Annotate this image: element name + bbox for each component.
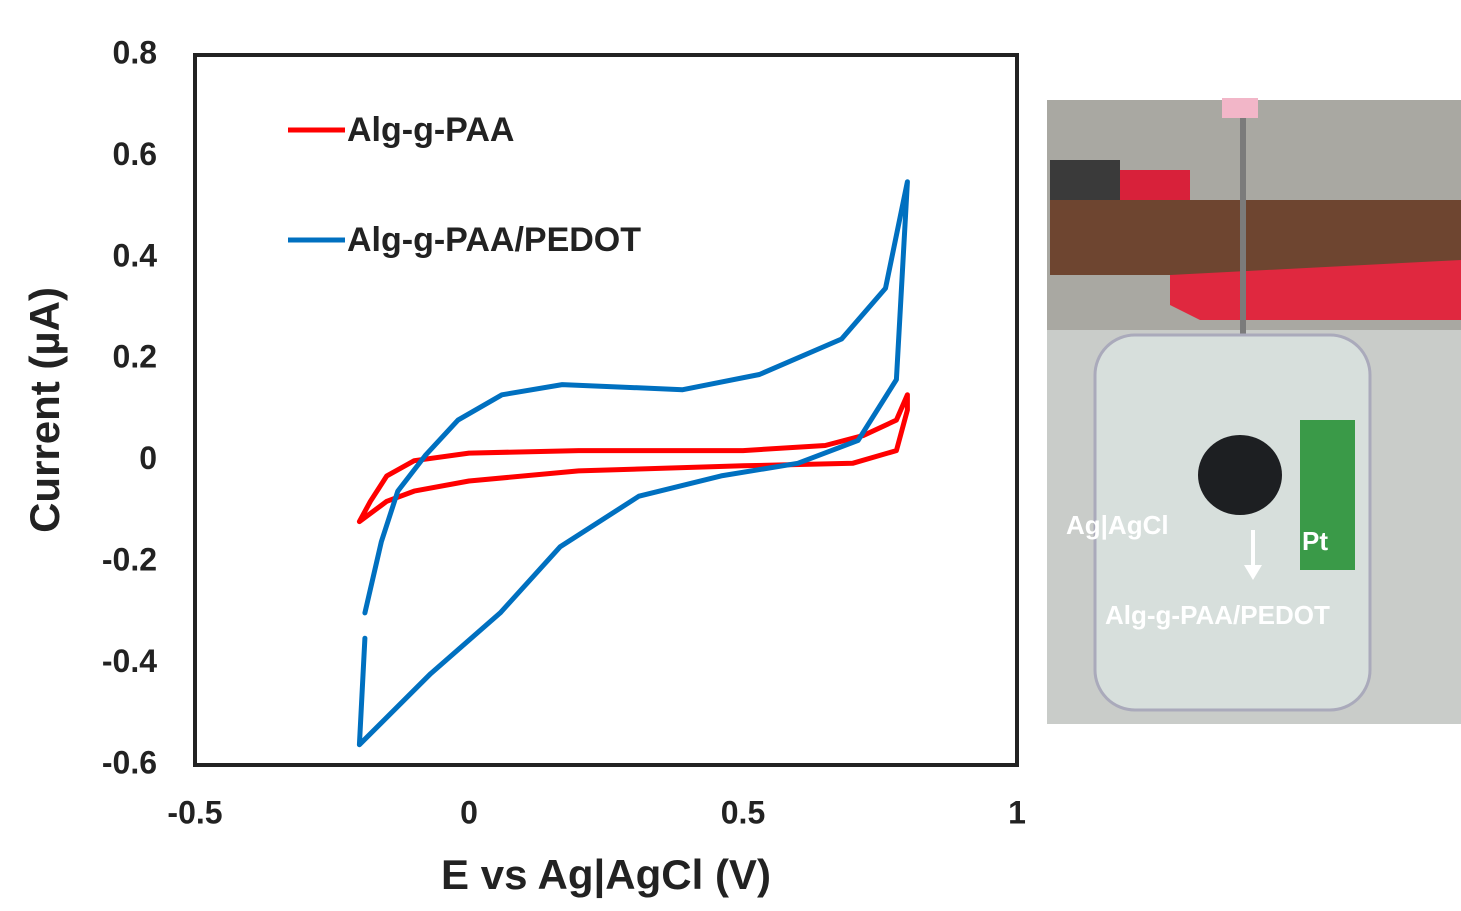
photo-label: Ag|AgCl <box>1066 510 1169 540</box>
y-tick-label: 0.4 <box>113 237 158 273</box>
electrode <box>1198 435 1282 515</box>
x-tick-label: -0.5 <box>167 794 222 830</box>
needle-cap <box>1222 98 1258 118</box>
y-tick-label: 0.2 <box>113 339 157 375</box>
x-tick-label: 0 <box>460 794 478 830</box>
chart: Ag|AgCl Pt Alg-g-PAA/PEDOT E vs Ag|AgCl … <box>0 0 1461 911</box>
x-tick-label: 0.5 <box>721 794 765 830</box>
y-tick-label: -0.4 <box>102 643 157 679</box>
page: Ag|AgCl Pt Alg-g-PAA/PEDOT E vs Ag|AgCl … <box>0 0 1461 911</box>
x-axis-label: E vs Ag|AgCl (V) <box>441 851 771 899</box>
photo: Ag|AgCl Pt Alg-g-PAA/PEDOT <box>1047 98 1461 724</box>
y-tick-label: 0.6 <box>113 136 157 172</box>
y-tick-label: 0 <box>139 440 157 476</box>
photo-label: Alg-g-PAA/PEDOT <box>1105 600 1330 630</box>
y-axis-label: Current (µA) <box>21 287 68 533</box>
y-tick-label: -0.2 <box>102 542 157 578</box>
legend-label: Alg-g-PAA/PEDOT <box>347 221 641 259</box>
y-tick-label: -0.6 <box>102 744 157 780</box>
photo-label: Pt <box>1302 526 1328 556</box>
plot-frame <box>195 55 1017 765</box>
x-tick-label: 1 <box>1008 794 1026 830</box>
legend-label: Alg-g-PAA <box>347 111 514 149</box>
y-tick-label: 0.8 <box>113 34 157 70</box>
